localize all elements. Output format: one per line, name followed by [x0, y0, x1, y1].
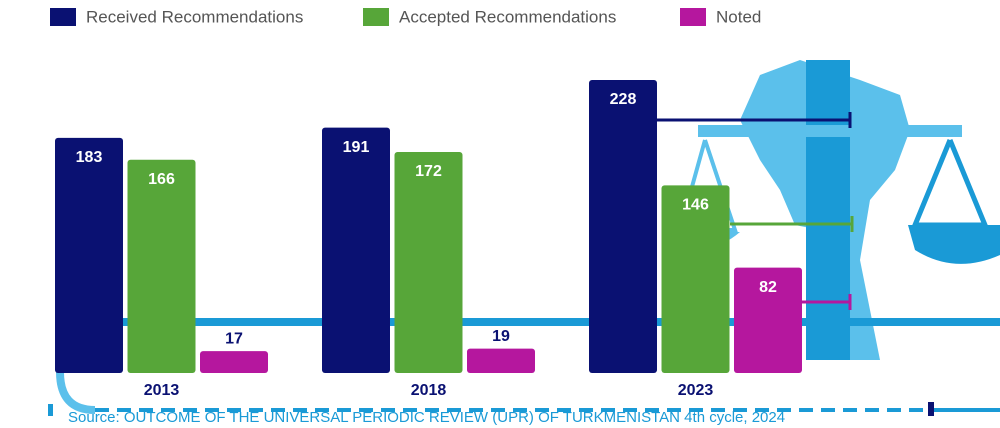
value-label: 172 [415, 163, 442, 180]
legend-swatch [50, 8, 76, 26]
bar [467, 348, 535, 373]
value-label: 166 [148, 171, 175, 188]
legend-label: Noted [716, 7, 761, 26]
x-tick-label: 2023 [678, 382, 714, 399]
bar [55, 137, 123, 373]
bar [661, 185, 730, 373]
x-tick-label: 2018 [411, 382, 447, 399]
decoration [48, 60, 1000, 416]
bar [394, 151, 463, 373]
x-tick-label: 2013 [144, 382, 180, 399]
value-label: 19 [492, 328, 510, 345]
legend-swatch [363, 8, 389, 26]
value-label: 183 [76, 149, 103, 166]
bar [127, 159, 196, 373]
value-label: 146 [682, 197, 709, 214]
legend-label: Received Recommendations [86, 7, 303, 26]
legend-label: Accepted Recommendations [399, 7, 616, 26]
bar [200, 351, 268, 373]
bar [589, 80, 657, 374]
legend-swatch [680, 8, 706, 26]
bar [322, 127, 390, 373]
source: Source: OUTCOME OF THE UNIVERSAL PERIODI… [68, 409, 785, 426]
value-label: 228 [610, 91, 637, 108]
value-label: 191 [343, 139, 370, 156]
bar [734, 267, 802, 373]
value-label: 82 [759, 279, 777, 296]
value-label: 17 [225, 330, 243, 347]
